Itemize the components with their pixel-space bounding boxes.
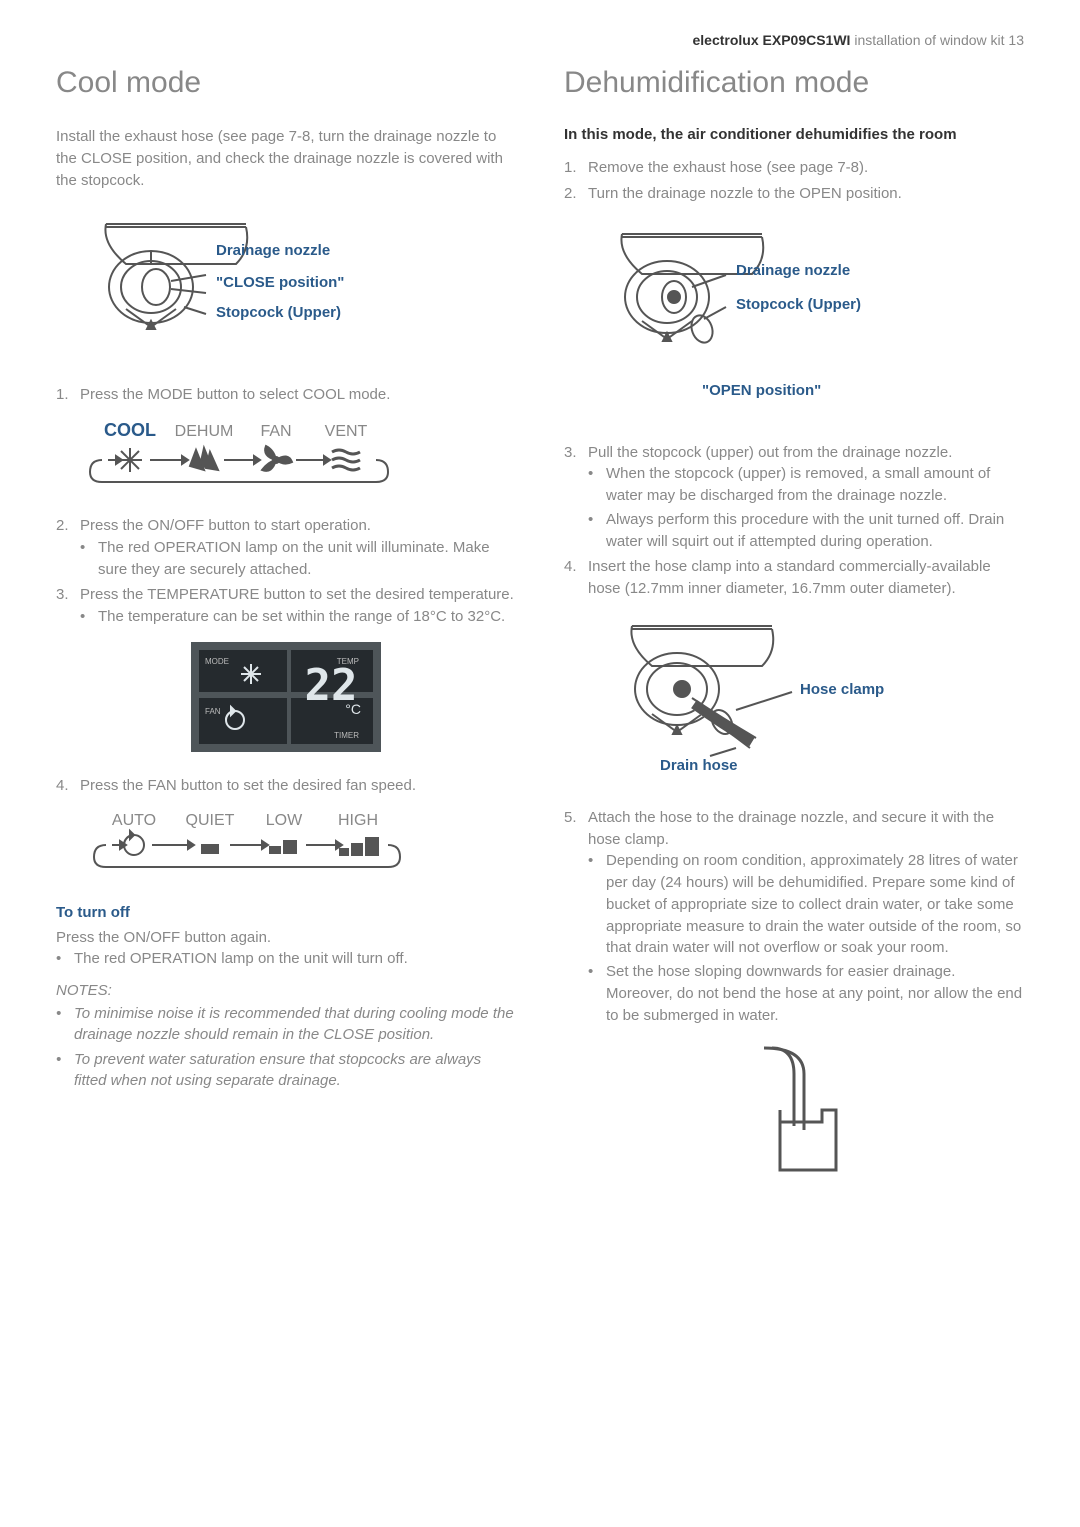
cool-step1: Press the MODE button to select COOL mod… bbox=[80, 386, 390, 403]
cool-step3-b1: The temperature can be set within the ra… bbox=[80, 606, 516, 628]
cool-intro: Install the exhaust hose (see page 7-8, … bbox=[56, 126, 516, 191]
dh-step3-b2: Always perform this procedure with the u… bbox=[588, 509, 1024, 553]
cool-step2: Press the ON/OFF button to start operati… bbox=[80, 517, 371, 534]
svg-text:HIGH: HIGH bbox=[338, 812, 378, 829]
svg-text:°C: °C bbox=[345, 701, 361, 717]
dh-step4: Insert the hose clamp into a standard co… bbox=[588, 558, 991, 597]
left-column: Cool mode Install the exhaust hose (see … bbox=[56, 66, 516, 1197]
brand: electrolux bbox=[692, 32, 758, 48]
dh-step5-b2: Set the hose sloping downwards for easie… bbox=[588, 961, 1024, 1026]
label-stopcock-r: Stopcock (Upper) bbox=[736, 296, 861, 313]
label-nozzle-r: Drainage nozzle bbox=[736, 262, 850, 279]
svg-text:FAN: FAN bbox=[260, 423, 291, 440]
svg-text:DEHUM: DEHUM bbox=[175, 423, 234, 440]
dh-step1: Remove the exhaust hose (see page 7-8). bbox=[588, 159, 868, 176]
mode-cycle-diagram: COOL DEHUM FAN VENT bbox=[86, 420, 516, 497]
label-hose-clamp: Hose clamp bbox=[800, 681, 884, 698]
nozzle-close-diagram: Drainage nozzle "CLOSE position" Stopcoc… bbox=[76, 209, 516, 364]
notes-heading: NOTES: bbox=[56, 982, 516, 999]
dh-step3-b1: When the stopcock (upper) is removed, a … bbox=[588, 463, 1024, 507]
svg-text:FAN: FAN bbox=[205, 707, 221, 716]
svg-text:LOW: LOW bbox=[266, 812, 303, 829]
dehum-title: Dehumidification mode bbox=[564, 66, 1024, 100]
note2: To prevent water saturation ensure that … bbox=[56, 1049, 516, 1091]
nozzle-open-diagram: Drainage nozzle Stopcock (Upper) "OPEN p… bbox=[592, 219, 1024, 424]
label-nozzle: Drainage nozzle bbox=[216, 242, 330, 259]
model: EXP09CS1WI bbox=[763, 32, 851, 48]
hose-cup-diagram bbox=[724, 1040, 864, 1185]
cool-mode-title: Cool mode bbox=[56, 66, 516, 100]
dh-step5-b1: Depending on room condition, approximate… bbox=[588, 850, 1024, 959]
svg-text:COOL: COOL bbox=[104, 420, 156, 440]
dh-step5: Attach the hose to the drainage nozzle, … bbox=[588, 809, 994, 848]
label-stopcock: Stopcock (Upper) bbox=[216, 304, 341, 321]
label-drain-hose: Drain hose bbox=[660, 757, 738, 774]
label-close: "CLOSE position" bbox=[216, 274, 344, 291]
dh-step2: Turn the drainage nozzle to the OPEN pos… bbox=[588, 185, 902, 202]
page-header: electrolux EXP09CS1WI installation of wi… bbox=[56, 32, 1024, 48]
hose-clamp-diagram: Hose clamp Drain hose bbox=[592, 614, 1024, 789]
right-column: Dehumidification mode In this mode, the … bbox=[564, 66, 1024, 1197]
cool-step2-b1: The red OPERATION lamp on the unit will … bbox=[80, 537, 516, 581]
svg-text:TIMER: TIMER bbox=[334, 731, 359, 740]
display-panel-diagram: MODE FAN TEMP TIMER 22 °C bbox=[191, 642, 381, 757]
cool-step4: Press the FAN button to set the desired … bbox=[80, 777, 416, 794]
fan-cycle-diagram: AUTO QUIET LOW HIGH bbox=[92, 811, 516, 882]
label-open: "OPEN position" bbox=[702, 382, 821, 399]
svg-text:QUIET: QUIET bbox=[186, 812, 235, 829]
turn-off-text: Press the ON/OFF button again. bbox=[56, 927, 516, 949]
dh-step3: Pull the stopcock (upper) out from the d… bbox=[588, 444, 952, 461]
turn-off-bullet: The red OPERATION lamp on the unit will … bbox=[56, 948, 516, 970]
turn-off-heading: To turn off bbox=[56, 904, 516, 921]
cool-step3: Press the TEMPERATURE button to set the … bbox=[80, 586, 514, 603]
svg-text:AUTO: AUTO bbox=[112, 812, 156, 829]
note1: To minimise noise it is recommended that… bbox=[56, 1003, 516, 1045]
svg-text:VENT: VENT bbox=[325, 423, 368, 440]
page-number: 13 bbox=[1008, 32, 1024, 48]
header-section: installation of window kit bbox=[854, 32, 1004, 48]
dehum-sub: In this mode, the air conditioner dehumi… bbox=[564, 126, 1024, 143]
svg-text:MODE: MODE bbox=[205, 657, 229, 666]
